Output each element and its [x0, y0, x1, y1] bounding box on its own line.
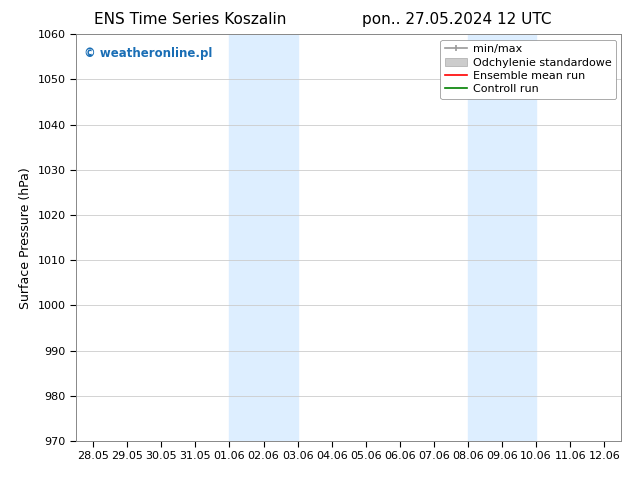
Text: © weatheronline.pl: © weatheronline.pl [84, 47, 212, 59]
Text: pon.. 27.05.2024 12 UTC: pon.. 27.05.2024 12 UTC [362, 12, 551, 27]
Text: ENS Time Series Koszalin: ENS Time Series Koszalin [94, 12, 287, 27]
Y-axis label: Surface Pressure (hPa): Surface Pressure (hPa) [19, 167, 32, 309]
Bar [468, 34, 536, 441]
Bar [230, 34, 297, 441]
Legend: min/max, Odchylenie standardowe, Ensemble mean run, Controll run: min/max, Odchylenie standardowe, Ensembl… [441, 40, 616, 99]
